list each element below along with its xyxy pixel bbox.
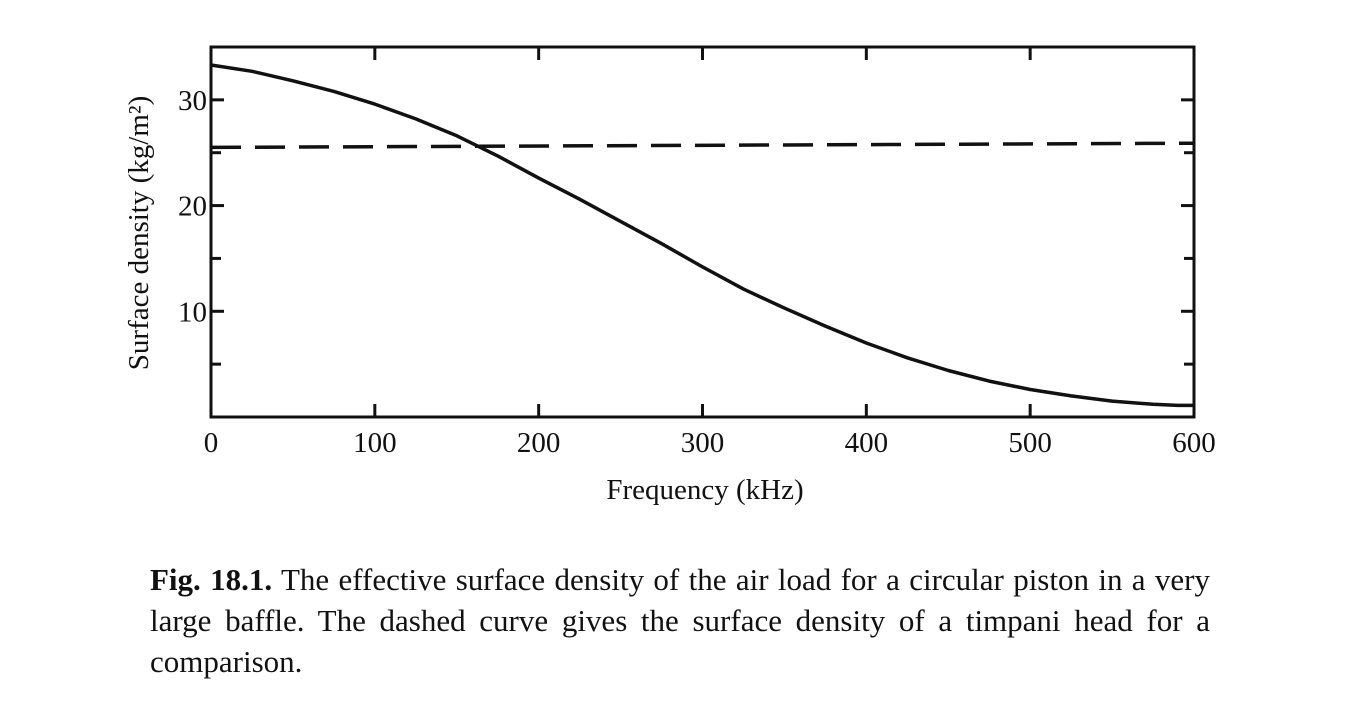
figure-number: Fig. 18.1. <box>150 562 273 597</box>
dashed-series-line <box>210 141 1195 150</box>
x-tick-label: 400 <box>845 427 889 459</box>
chart-figure: 0 100 200 300 400 500 600 10 20 30 Frequency (kHz… <box>123 45 1216 506</box>
caption-text: The effective surface density of the air… <box>150 562 1210 679</box>
solid-series-line <box>210 63 1194 408</box>
y-tick-label: 30 <box>178 85 207 117</box>
ticks-group <box>209 47 1196 417</box>
plot-frame <box>209 45 1196 419</box>
x-tick-label: 300 <box>681 427 725 459</box>
x-tick-label: 100 <box>353 427 397 459</box>
tick-labels-group: 0 100 200 300 400 500 600 10 20 30 <box>178 85 1216 459</box>
x-tick-label: 200 <box>517 427 561 459</box>
x-tick-label: 600 <box>1172 427 1216 459</box>
figure-caption: Fig. 18.1. The effective surface density… <box>150 559 1210 682</box>
plot-frame-group <box>209 45 1196 419</box>
x-axis-label: Frequency (kHz) <box>606 474 803 506</box>
series-group <box>210 63 1195 408</box>
y-tick-label: 10 <box>178 296 207 328</box>
x-tick-label: 500 <box>1008 427 1052 459</box>
x-tick-label: 0 <box>204 427 219 459</box>
y-tick-label: 20 <box>178 191 207 223</box>
y-axis-label: Surface density (kg/m²) <box>123 96 155 370</box>
